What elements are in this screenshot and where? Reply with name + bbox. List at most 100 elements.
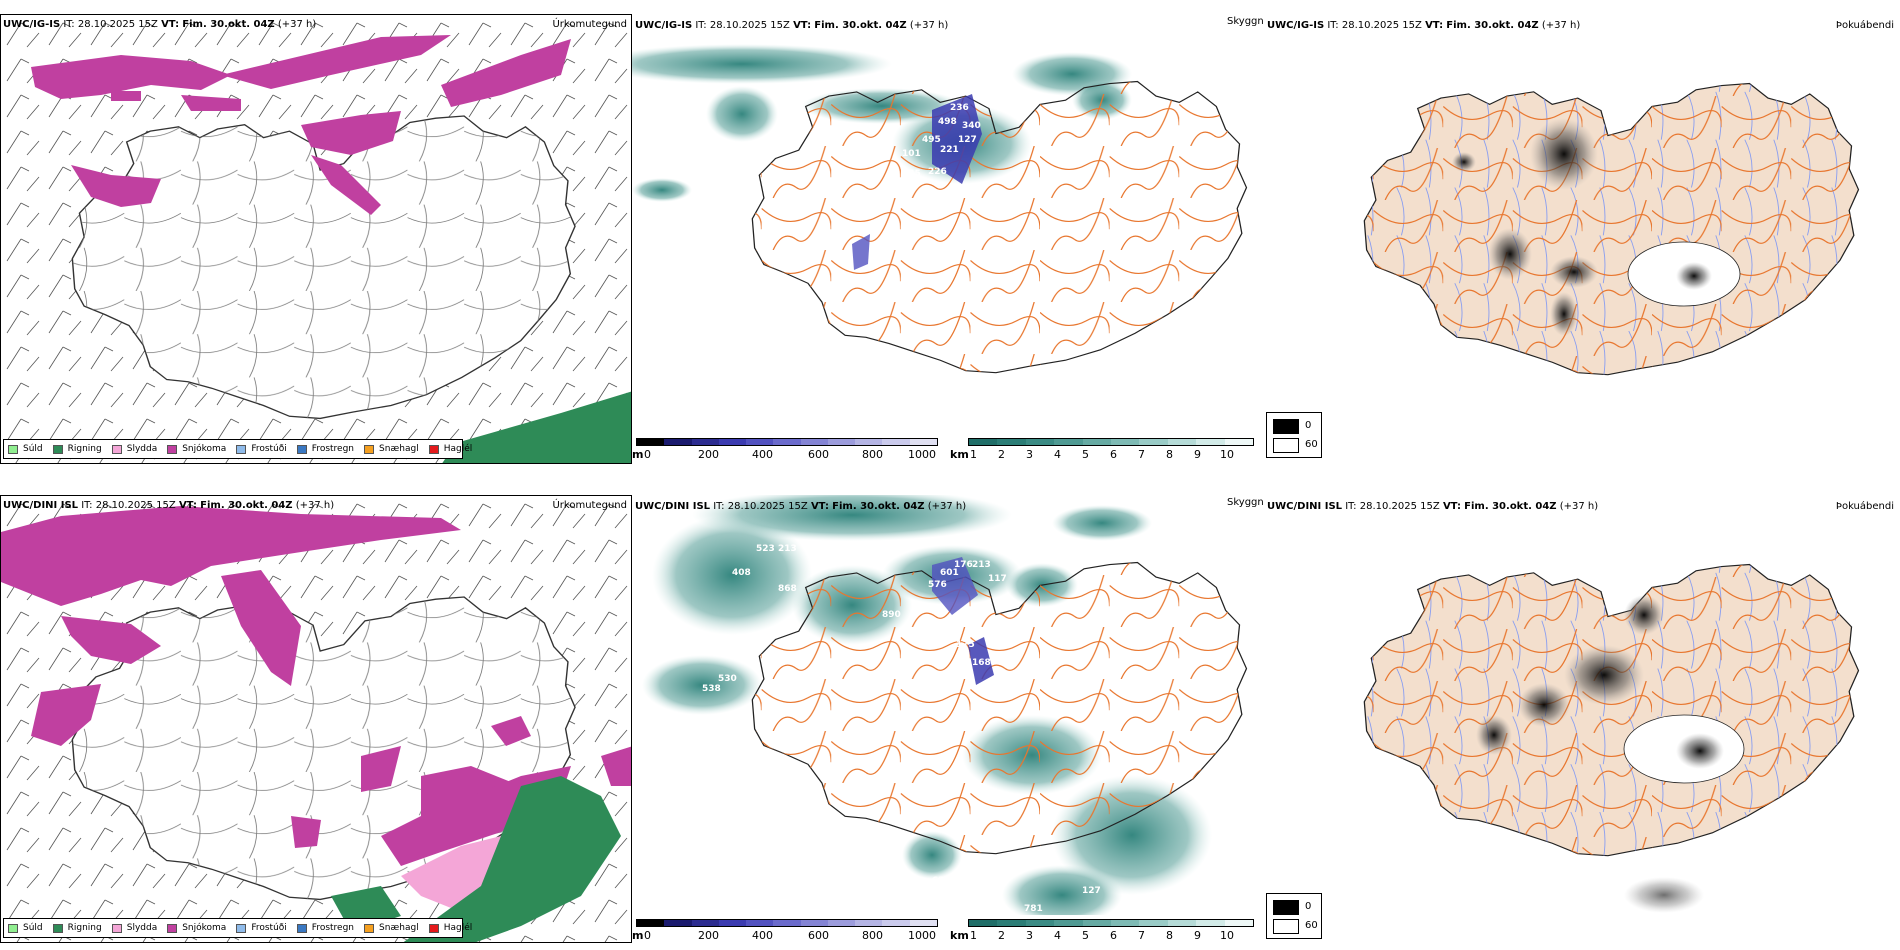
it-label: IT: — [1327, 20, 1339, 31]
ceiling-label: 890 — [882, 610, 901, 620]
ceiling-visibility-map-row2: 523 213 408 868 601 576 176 213 117 890 … — [642, 495, 1248, 915]
vt-value: Fim. 30.okt. 04Z — [200, 500, 293, 511]
ceiling-tick: 400 — [752, 929, 773, 942]
visibility-tick: 5 — [1082, 929, 1089, 942]
fog-legend-max: 60 — [1305, 920, 1318, 931]
ceiling-label: 168 — [972, 658, 991, 668]
visibility-tick: 3 — [1026, 448, 1033, 461]
ceiling-tick: 400 — [752, 448, 773, 461]
ceiling-label: 538 — [702, 684, 721, 694]
ceiling-label: 175 — [956, 640, 975, 650]
ceiling-unit: m — [632, 448, 644, 461]
ceiling-label: 408 — [732, 568, 751, 578]
ceiling-colorbar-strip — [636, 919, 938, 927]
it-value: 28.10.2025 15Z — [1359, 501, 1440, 512]
model-name: UWC/IG-IS — [635, 20, 693, 31]
panel-header: UWC/IG-IS IT: 28.10.2025 15Z VT: Fim. 30… — [1267, 20, 1580, 32]
legend-item: Súld — [8, 444, 43, 454]
legend-swatch — [428, 444, 439, 454]
legend-item: Haglél — [428, 444, 472, 454]
legend-item: Rigning — [52, 923, 102, 933]
legend-item: Frostregn — [296, 923, 354, 933]
model-name: UWC/IG-IS — [1267, 20, 1325, 31]
ceiling-label: 127 — [958, 135, 977, 145]
vt-label: VT: — [1425, 20, 1444, 31]
ceiling-visibility-map-row1: 236 498 340 495 127 221 101 226 125 389 — [632, 44, 1248, 374]
panel-header: UWC/DINI ISL IT: 28.10.2025 15Z VT: Fim.… — [1267, 501, 1598, 513]
ceiling-label: 576 — [928, 580, 947, 590]
legend-swatch — [296, 923, 307, 933]
ceiling-label: 498 — [938, 117, 957, 127]
ceiling-tick: 0 — [644, 929, 651, 942]
it-value: 28.10.2025 15Z — [1341, 20, 1422, 31]
rain-area — [442, 391, 631, 463]
visibility-tick: 8 — [1166, 448, 1173, 461]
visibility-tick: 10 — [1220, 448, 1234, 461]
legend-item: Súld — [8, 923, 43, 933]
ceiling-visibility-panel-row1: 236 498 340 495 127 221 101 226 125 389 … — [632, 14, 1264, 464]
legend-item: Rigning — [52, 444, 102, 454]
it-label: IT: — [1345, 501, 1357, 512]
legend-item: Frostúði — [236, 444, 287, 454]
visibility-tick: 6 — [1110, 929, 1117, 942]
vt-value: Fim. 30.okt. 04Z — [814, 20, 907, 31]
ceiling-label: 903 — [672, 716, 691, 726]
precip-type-panel-row1: UWC/IG-IS IT: 28.10.2025 15Z VT: Fim. 30… — [0, 14, 632, 464]
visibility-tick: 6 — [1110, 448, 1117, 461]
precip-type-panel-row2: UWC/DINI ISL IT: 28.10.2025 15Z VT: Fim.… — [0, 495, 632, 943]
fog-legend-max: 60 — [1305, 439, 1318, 450]
legend-swatch — [167, 444, 178, 454]
vt-value: Fim. 30.okt. 04Z — [1464, 501, 1557, 512]
it-value: 28.10.2025 15Z — [95, 500, 176, 511]
panel-header: UWC/DINI ISL IT: 28.10.2025 15Z VT: Fim.… — [3, 500, 334, 512]
panel-title-fog: Þokuábendi — [1835, 20, 1894, 31]
ceiling-label: 781 — [1024, 904, 1043, 914]
legend-item: Snæhagl — [364, 444, 419, 454]
ceiling-label: 236 — [950, 103, 969, 113]
ceiling-colorbar-strip — [636, 438, 938, 446]
ceiling-tick: 600 — [808, 929, 829, 942]
ceiling-label: 868 — [778, 584, 797, 594]
fog-legend-row1: 0 60 — [1266, 412, 1322, 458]
legend-swatch — [236, 444, 247, 454]
lead-time: (+37 h) — [277, 19, 317, 30]
fog-legend-swatch-white — [1273, 919, 1299, 934]
panel-title-fog: Þokuábendi — [1835, 501, 1894, 512]
legend-swatch — [111, 923, 122, 933]
vt-label: VT: — [793, 20, 812, 31]
ceiling-visibility-panel-row2: 523 213 408 868 601 576 176 213 117 890 … — [632, 495, 1264, 945]
legend-item: Slydda — [111, 444, 157, 454]
precip-type-legend: Súld Rigning Slydda Snjókoma Frostúði Fr… — [3, 918, 472, 938]
visibility-colorbar-strip — [968, 919, 1254, 927]
visibility-tick: 3 — [1026, 929, 1033, 942]
legend-item: Snæhagl — [364, 923, 419, 933]
legend-item: Slydda — [111, 923, 157, 933]
lead-time: (+37 h) — [927, 501, 967, 512]
precip-type-legend: Súld Rigning Slydda Snjókoma Frostúði Fr… — [3, 439, 472, 459]
legend-item: Haglél — [428, 923, 472, 933]
ceiling-label: 213 — [778, 544, 797, 554]
legend-item: Frostúði — [236, 923, 287, 933]
model-name: UWC/DINI ISL — [3, 500, 79, 511]
fog-legend-min: 0 — [1305, 901, 1312, 912]
visibility-tick: 10 — [1220, 929, 1234, 942]
legend-swatch — [364, 923, 375, 933]
ceiling-tick: 1000 — [908, 448, 936, 461]
visibility-tick: 2 — [998, 448, 1005, 461]
legend-swatch — [8, 444, 18, 454]
panel-title-ceiling: Skyggni — [1227, 497, 1264, 508]
fog-indicator-map-row2 — [1363, 563, 1860, 913]
visibility-tick: 5 — [1082, 448, 1089, 461]
visibility-tick: 7 — [1138, 448, 1145, 461]
it-label: IT: — [713, 501, 725, 512]
it-value: 28.10.2025 15Z — [77, 19, 158, 30]
panel-title-ceiling: Skyggni — [1227, 16, 1264, 27]
ceiling-label: 389 — [932, 197, 951, 207]
it-value: 28.10.2025 15Z — [709, 20, 790, 31]
legend-swatch — [428, 923, 439, 933]
snowfall-areas — [31, 35, 571, 215]
legend-swatch — [167, 923, 178, 933]
ceiling-label: 213 — [972, 560, 991, 570]
legend-swatch — [364, 444, 375, 454]
lead-time: (+37 h) — [909, 20, 949, 31]
